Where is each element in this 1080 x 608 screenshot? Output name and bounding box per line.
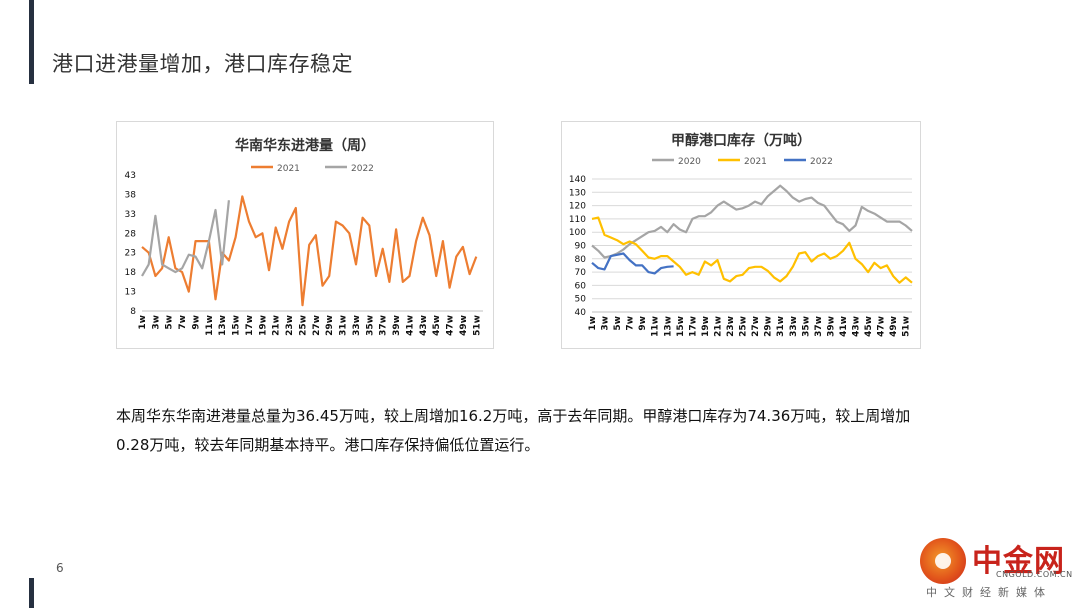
chart2-y-tick-label: 60 bbox=[575, 281, 587, 291]
chart1-x-tick-label: 13w bbox=[218, 315, 228, 336]
chart1-x-tick-label: 15w bbox=[232, 315, 242, 336]
chart2-x-tick-label: 19w bbox=[701, 316, 711, 337]
chart2-x-tick-label: 45w bbox=[864, 316, 874, 337]
chart1-y-tick-label: 23 bbox=[125, 249, 136, 259]
chart1-y-tick-label: 18 bbox=[125, 268, 137, 278]
chart1-x-tick-label: 39w bbox=[392, 315, 402, 336]
page-number: 6 bbox=[56, 561, 64, 575]
chart2-legend-label-2020: 2020 bbox=[678, 157, 701, 167]
chart-port-arrivals: 华南华东进港量（周） 2021 2022 8 13 18 23 28 33 38 43 1w 3w 5w 7… bbox=[116, 121, 494, 349]
chart2-x-tick-label: 35w bbox=[801, 316, 811, 337]
chart1-y-tick-label: 13 bbox=[125, 288, 136, 298]
summary-line-2: 0.28万吨，较去年同期基本持平。港口库存保持偏低位置运行。 bbox=[116, 436, 540, 454]
chart2-x-tick-label: 3w bbox=[601, 316, 611, 331]
chart1-x-tick-label: 9w bbox=[191, 315, 201, 330]
chart1-x-tick-label: 29w bbox=[325, 315, 335, 336]
chart2-x-tick-label: 37w bbox=[814, 316, 824, 337]
chart1-x-tick-label: 37w bbox=[379, 315, 389, 336]
chart2-x-tick-label: 33w bbox=[789, 316, 799, 337]
chart1-x-tick-label: 51w bbox=[472, 315, 482, 336]
chart1-x-tick-label: 25w bbox=[298, 315, 308, 336]
accent-bar-top bbox=[29, 0, 34, 84]
slide-title: 港口进港量增加，港口库存稳定 bbox=[52, 52, 353, 76]
logo-tagline: 中文财经新媒体 bbox=[926, 586, 1052, 599]
chart1-x-tick-label: 23w bbox=[285, 315, 295, 336]
chart2-x-tick-label: 27w bbox=[751, 316, 761, 337]
accent-bar-bottom bbox=[29, 578, 34, 608]
chart2-x-tick-label: 15w bbox=[676, 316, 686, 337]
chart1-legend-label-2021: 2021 bbox=[277, 164, 300, 174]
chart2-legend-label-2022: 2022 bbox=[810, 157, 833, 167]
chart2-y-tick-label: 120 bbox=[569, 202, 586, 212]
chart1-y-tick-label: 38 bbox=[125, 190, 137, 200]
summary-line-1: 本周华东华南进港量总量为36.45万吨，较上周增加16.2万吨，高于去年同期。甲… bbox=[116, 407, 911, 425]
chart2-y-tick-label: 100 bbox=[569, 228, 586, 238]
chart2-y-tick-label: 130 bbox=[569, 188, 586, 198]
chart1-y-tick-label: 8 bbox=[130, 307, 136, 317]
cngold-emblem-icon bbox=[920, 538, 966, 584]
chart1-series-line-2021 bbox=[141, 195, 478, 307]
chart1-x-tick-label: 11w bbox=[205, 315, 215, 336]
chart2-legend-label-2021: 2021 bbox=[744, 157, 767, 167]
chart1-x-tick-label: 17w bbox=[245, 315, 255, 336]
chart1-x-tick-label: 33w bbox=[352, 315, 362, 336]
chart2-y-tick-label: 110 bbox=[569, 215, 586, 225]
chart2-y-tick-label: 90 bbox=[575, 242, 587, 252]
chart1-y-tick-label: 33 bbox=[125, 210, 136, 220]
chart1-x-tick-label: 35w bbox=[365, 315, 375, 336]
chart1-x-tick-label: 31w bbox=[339, 315, 349, 336]
chart2-y-tick-label: 40 bbox=[575, 308, 587, 318]
chart2-x-tick-label: 17w bbox=[688, 316, 698, 337]
chart2-x-tick-label: 5w bbox=[613, 316, 623, 331]
chart1-x-tick-label: 27w bbox=[312, 315, 322, 336]
chart2-x-tick-label: 23w bbox=[726, 316, 736, 337]
chart2-x-tick-label: 21w bbox=[713, 316, 723, 337]
chart2-y-tick-label: 70 bbox=[575, 268, 587, 278]
chart1-x-tick-label: 5w bbox=[165, 315, 175, 330]
chart2-series-line-2021 bbox=[591, 216, 913, 284]
chart2-x-tick-label: 49w bbox=[889, 316, 899, 337]
chart2-x-tick-label: 7w bbox=[626, 316, 636, 331]
chart2-title: 甲醇港口库存（万吨） bbox=[671, 132, 811, 149]
chart2-x-tick-label: 11w bbox=[651, 316, 661, 337]
logo-name: 中金网 bbox=[972, 544, 1065, 579]
chart1-title: 华南华东进港量（周） bbox=[235, 137, 375, 154]
chart1-y-tick-label: 43 bbox=[125, 171, 136, 181]
chart-methanol-inventory: 甲醇港口库存（万吨） 2020 2021 2022 40 50 60 70 80 90 100 110… bbox=[561, 121, 921, 349]
chart2-x-tick-label: 31w bbox=[776, 316, 786, 337]
chart1-legend-label-2022: 2022 bbox=[351, 164, 374, 174]
chart-port-arrivals-svg: 华南华东进港量（周） 2021 2022 8 13 18 23 28 33 38 43 1w 3w 5w 7… bbox=[125, 137, 483, 336]
chart2-x-tick-label: 39w bbox=[826, 316, 836, 337]
chart1-x-tick-label: 41w bbox=[405, 315, 415, 336]
chart1-x-tick-label: 7w bbox=[178, 315, 188, 330]
chart1-y-tick-label: 28 bbox=[125, 229, 137, 239]
chart2-x-tick-label: 47w bbox=[877, 316, 887, 337]
chart2-x-tick-label: 43w bbox=[852, 316, 862, 337]
chart1-series-line-2022 bbox=[141, 200, 230, 277]
chart2-x-tick-label: 9w bbox=[638, 316, 648, 331]
cngold-logo: 中金网 CNGOLD.COM.CN 中文财经新媒体 bbox=[912, 534, 1072, 600]
chart2-series-line-2022 bbox=[591, 252, 674, 275]
chart-methanol-inventory-svg: 甲醇港口库存（万吨） 2020 2021 2022 40 50 60 70 80 90 100 110… bbox=[569, 132, 913, 337]
chart2-y-tick-label: 80 bbox=[575, 255, 587, 265]
chart2-x-tick-label: 13w bbox=[663, 316, 673, 337]
chart1-x-tick-label: 49w bbox=[459, 315, 469, 336]
chart1-x-tick-label: 21w bbox=[272, 315, 282, 336]
summary-paragraph: 本周华东华南进港量总量为36.45万吨，较上周增加16.2万吨，高于去年同期。甲… bbox=[116, 402, 966, 460]
chart1-x-tick-label: 43w bbox=[419, 315, 429, 336]
chart1-x-tick-label: 19w bbox=[258, 315, 268, 336]
chart2-y-tick-label: 140 bbox=[569, 175, 586, 185]
chart2-series-line-2020 bbox=[591, 184, 913, 259]
chart2-x-tick-label: 29w bbox=[764, 316, 774, 337]
chart2-y-tick-label: 50 bbox=[575, 295, 587, 305]
chart2-x-tick-label: 41w bbox=[839, 316, 849, 337]
chart1-x-tick-label: 47w bbox=[446, 315, 456, 336]
chart2-x-tick-label: 25w bbox=[739, 316, 749, 337]
logo-domain: CNGOLD.COM.CN bbox=[996, 570, 1073, 579]
chart1-x-tick-label: 45w bbox=[432, 315, 442, 336]
chart1-x-tick-label: 3w bbox=[151, 315, 161, 330]
chart2-x-tick-label: 1w bbox=[588, 316, 598, 331]
chart2-x-tick-label: 51w bbox=[902, 316, 912, 337]
chart1-x-tick-label: 1w bbox=[138, 315, 148, 330]
